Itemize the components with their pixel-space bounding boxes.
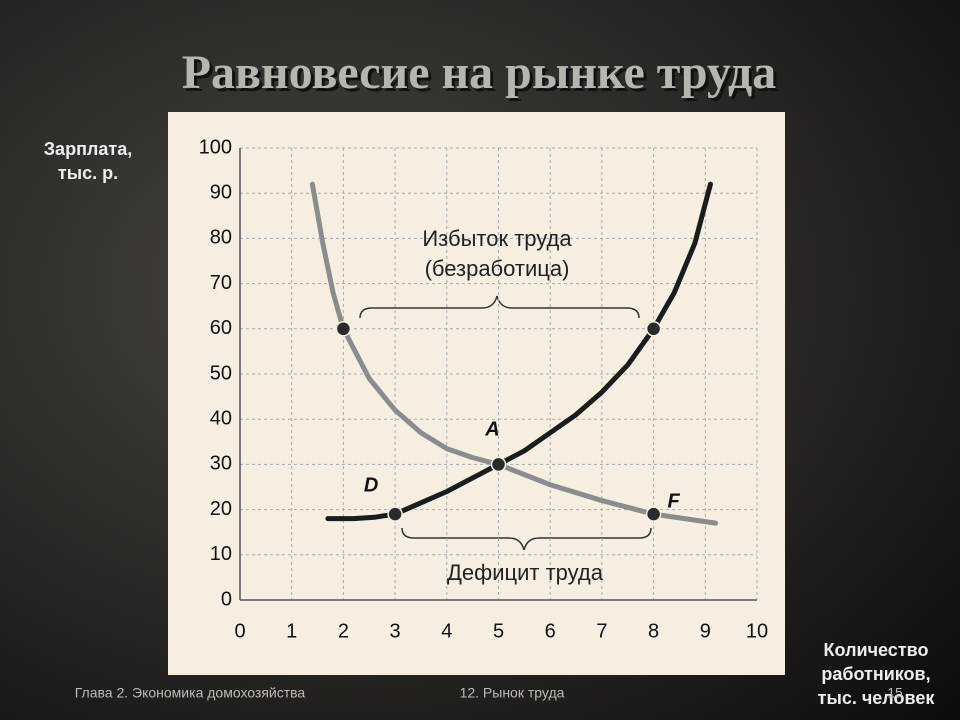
y-tick-label: 40 [210,407,232,429]
point-label: A [484,419,499,441]
x-tick-label: 4 [441,620,452,642]
x-axis-label: работников, [821,664,930,684]
y-axis-label: тыс. р. [58,163,118,183]
x-tick-label: 6 [545,620,556,642]
annotation: Избыток труда [422,226,572,251]
x-tick-label: 10 [746,620,768,642]
shortage-brace [401,527,652,551]
x-tick-label: 9 [700,620,711,642]
y-tick-label: 10 [210,543,232,565]
y-tick-label: 30 [210,453,232,475]
y-tick-label: 70 [210,272,232,294]
x-tick-label: 0 [234,620,245,642]
annotation: Дефицит труда [447,560,604,585]
x-tick-label: 3 [390,620,401,642]
x-axis-label: Количество [824,640,929,660]
title: Равновесие на рынке труда [182,46,777,99]
y-tick-label: 60 [210,317,232,339]
y-axis-label: Зарплата, [44,139,132,159]
y-tick-label: 100 [199,136,232,158]
point [387,506,403,522]
x-tick-label: 8 [648,620,659,642]
curve [309,181,719,526]
title-shadow: Равновесие на рынке труда [185,49,780,102]
x-tick-label: 5 [493,620,504,642]
x-tick-label: 2 [338,620,349,642]
y-tick-label: 80 [210,227,232,249]
footer-chapter: Глава 2. Экономика домохозяйства [75,685,306,701]
point [335,321,352,337]
page-number: 15 [887,685,903,701]
x-axis-label: тыс. человек [818,688,936,708]
surplus-brace [359,295,640,319]
footer-section: 12. Рынок труда [460,685,565,701]
y-tick-label: 90 [210,181,232,203]
y-tick-label: 50 [210,362,232,384]
point [490,456,507,473]
y-tick-label: 20 [210,498,232,520]
y-tick-label: 0 [221,588,232,610]
chart-panel [168,112,785,675]
point-label: F [667,490,680,512]
point [645,506,662,522]
point [645,321,662,337]
x-tick-label: 7 [596,620,607,642]
point-label: D [364,474,378,496]
x-tick-label: 1 [286,620,297,642]
annotation: (безработица) [425,256,570,281]
